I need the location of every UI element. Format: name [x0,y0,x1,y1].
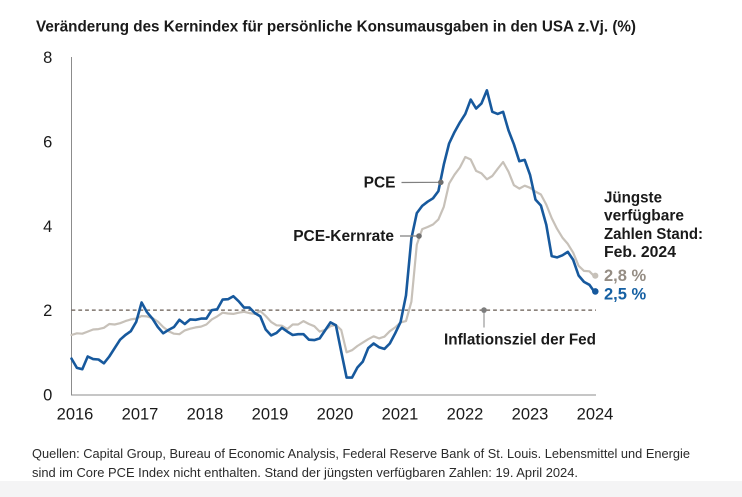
svg-text:4: 4 [43,218,52,236]
svg-text:Quellen: Capital Group, Bureau: Quellen: Capital Group, Bureau of Econom… [32,446,690,461]
svg-text:2: 2 [43,302,52,320]
svg-text:Jüngste: Jüngste [604,189,662,206]
svg-text:sind im Core PCE Index nicht e: sind im Core PCE Index nicht enthalten. … [32,465,578,480]
svg-text:2023: 2023 [512,405,549,423]
svg-text:2018: 2018 [187,405,224,423]
svg-text:Zahlen Stand:: Zahlen Stand: [604,226,703,243]
svg-text:2019: 2019 [252,405,289,423]
svg-text:PCE-Kernrate: PCE-Kernrate [293,228,394,245]
svg-text:2,5 %: 2,5 % [604,286,647,304]
svg-text:2,8 %: 2,8 % [604,267,647,285]
svg-text:verfügbare: verfügbare [604,208,684,225]
svg-text:Veränderung des Kernindex für: Veränderung des Kernindex für persönlich… [36,19,636,36]
svg-text:PCE: PCE [364,175,396,192]
svg-text:Inflationsziel der Fed: Inflationsziel der Fed [444,332,596,349]
svg-text:2016: 2016 [57,405,94,423]
svg-text:2021: 2021 [382,405,419,423]
svg-text:2024: 2024 [577,405,614,423]
svg-text:8: 8 [43,49,52,67]
svg-text:2022: 2022 [447,405,484,423]
svg-text:Feb. 2024: Feb. 2024 [604,244,676,261]
svg-text:2017: 2017 [122,405,159,423]
svg-text:6: 6 [43,133,52,151]
svg-text:2020: 2020 [317,405,354,423]
svg-text:0: 0 [43,387,52,405]
